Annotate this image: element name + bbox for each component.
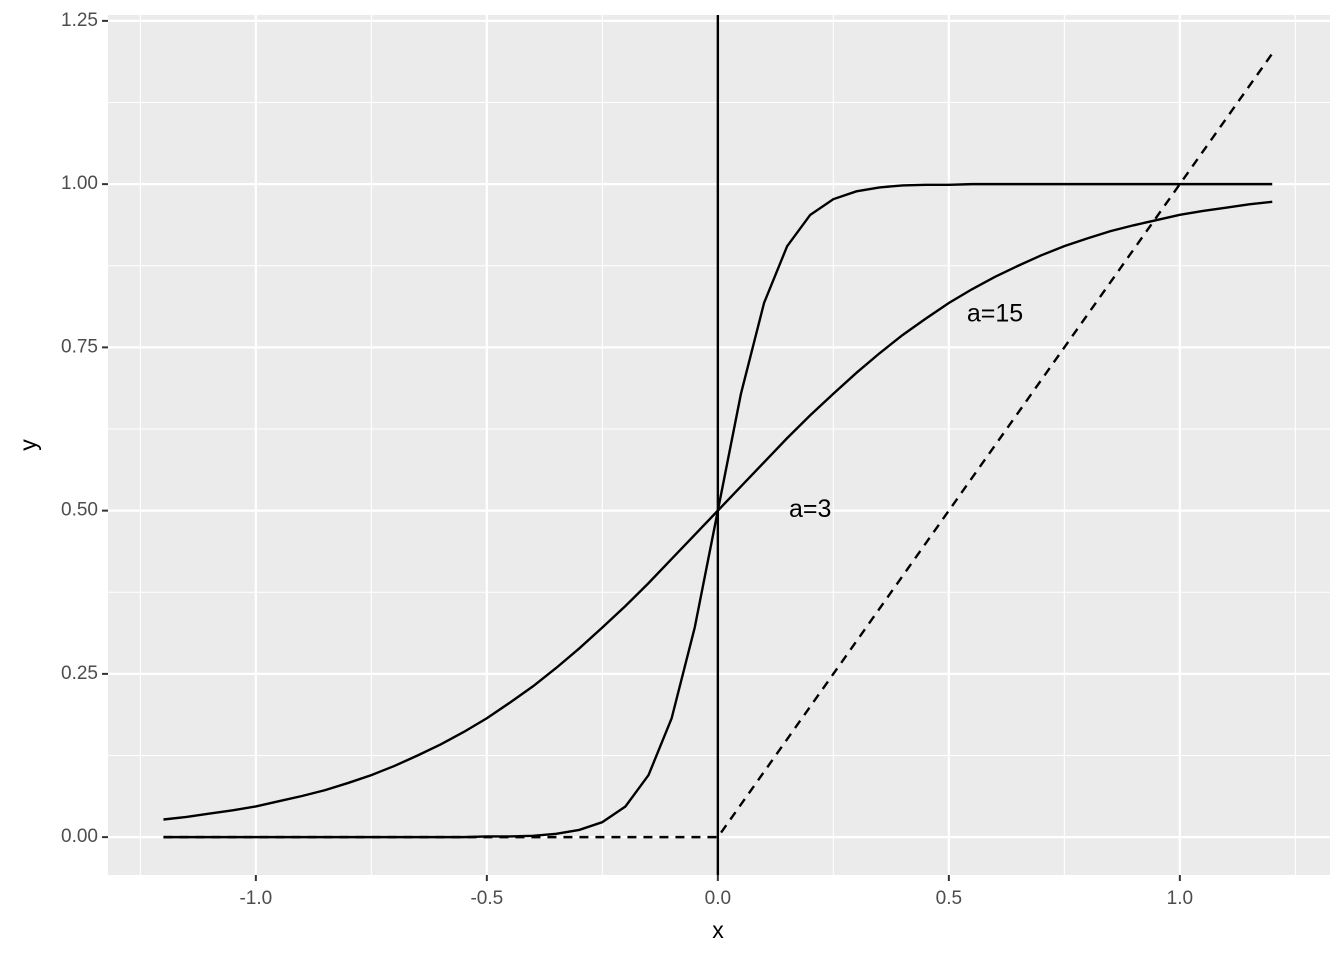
x-tick-label: 0.5 [936, 888, 962, 909]
x-tick-label: 0.0 [705, 888, 731, 909]
y-tick-label: 0.50 [61, 500, 98, 521]
x-tick-label: 1.0 [1167, 888, 1193, 909]
annotation: a=3 [789, 495, 831, 523]
y-tick-label: 0.00 [61, 826, 98, 847]
series-line [163, 52, 1274, 839]
annotation: a=15 [967, 299, 1023, 327]
x-tick-label: -0.5 [470, 888, 503, 909]
y-axis-title: y [15, 439, 41, 451]
y-tick-label: 0.75 [61, 336, 98, 357]
x-tick-label: -1.0 [239, 888, 272, 909]
x-axis-title: x [712, 917, 724, 943]
y-tick-label: 1.25 [61, 10, 98, 31]
y-tick-label: 1.00 [61, 173, 98, 194]
y-tick-label: 0.25 [61, 663, 98, 684]
